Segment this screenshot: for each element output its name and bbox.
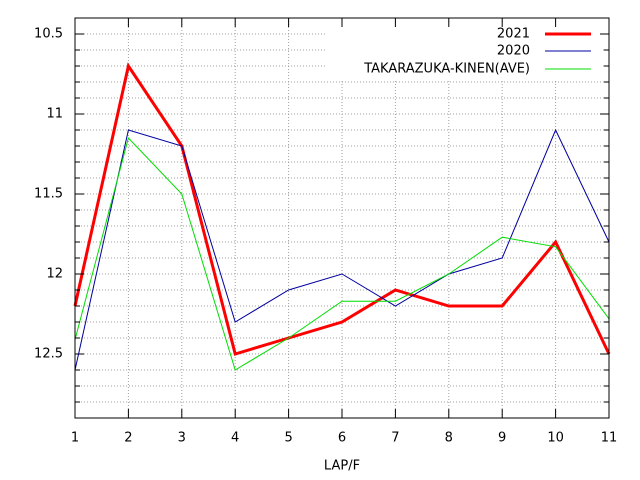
x-tick-label: 2 [124,431,132,446]
y-tick-label: 12.5 [34,347,63,362]
series-line [74,128,610,371]
x-tick-label: 8 [445,431,453,446]
x-tick-label: 10 [547,431,564,446]
x-axis-label: LAP/F [324,459,360,474]
x-tick-label: 1 [71,431,79,446]
x-tick-label: 6 [338,431,346,446]
legend-label: 2021 [497,27,530,42]
series-line [74,137,610,371]
x-tick-label: 4 [231,431,239,446]
x-tick-label: 9 [498,431,506,446]
series-line [73,62,611,356]
plot-area [73,62,611,371]
y-tick-label: 11.5 [34,187,63,202]
legend-label: 2020 [497,44,530,59]
x-tick-label: 3 [178,431,186,446]
legend-label: TAKARAZUKA-KINEN(AVE) [363,62,530,77]
y-tick-label: 10.5 [34,27,63,42]
x-tick-label: 5 [284,431,292,446]
x-tick-label: 11 [601,431,618,446]
y-tick-label: 11 [46,107,63,122]
x-tick-label: 7 [391,431,399,446]
y-tick-label: 12 [46,267,63,282]
